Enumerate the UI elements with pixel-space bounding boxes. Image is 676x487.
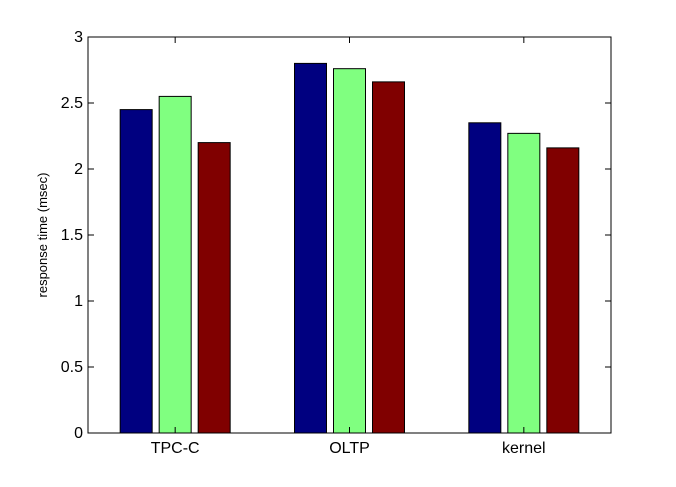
bars-layer: [119, 62, 580, 434]
bar-oltp-series-1: [294, 62, 327, 434]
x-category-label: TPC-C: [151, 440, 200, 457]
bar-oltp-series-2: [333, 68, 366, 434]
bar-tpc-c-series-1: [119, 109, 153, 434]
y-tick-label: 2.5: [61, 95, 83, 112]
y-tick-label: 0.5: [61, 359, 83, 376]
y-axis-title: response time (msec): [35, 173, 50, 298]
y-tick-label: 1: [74, 293, 83, 310]
y-tick-label: 2: [74, 161, 83, 178]
y-tick-label: 3: [74, 29, 83, 46]
axes-layer: [87, 36, 612, 434]
bar-kernel-series-1: [468, 122, 502, 434]
bar-kernel-series-2: [507, 132, 541, 434]
bar-oltp-series-3: [372, 81, 405, 434]
bar-tpc-c-series-2: [158, 95, 192, 434]
y-tick-label: 0: [74, 425, 83, 442]
y-tick-label: 1.5: [61, 227, 83, 244]
bar-tpc-c-series-3: [197, 142, 231, 434]
x-category-label: kernel: [502, 440, 546, 457]
labels-layer: 0 0.5 1 1.5 2 2.5 3 TPC-C OLTP kernel: [61, 29, 546, 457]
bar-kernel-series-3: [546, 147, 580, 434]
x-category-label: OLTP: [329, 440, 370, 457]
